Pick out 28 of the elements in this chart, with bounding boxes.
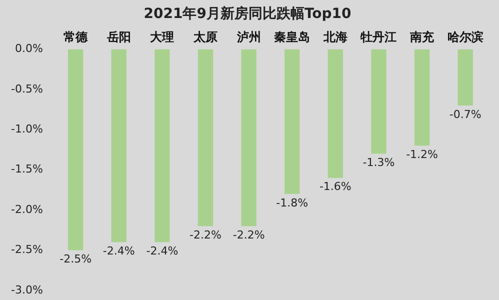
y-tick-label: -3.0% — [10, 283, 43, 296]
x-tick-label: 北海 — [322, 30, 348, 44]
y-tick-label: -2.5% — [10, 243, 43, 256]
data-label: -1.6% — [319, 180, 352, 194]
data-label: -1.2% — [406, 148, 438, 162]
x-tick-label: 岳阳 — [106, 30, 131, 44]
data-label: -1.3% — [362, 156, 395, 170]
y-tick-label: -1.0% — [10, 122, 43, 136]
x-tick-label: 南充 — [409, 30, 436, 44]
data-label: -2.4% — [146, 244, 178, 258]
data-label: -2.2% — [232, 228, 265, 242]
x-tick-label: 秦皇岛 — [274, 30, 310, 44]
y-tick-label: -0.5% — [10, 82, 43, 96]
data-label: -2.2% — [190, 228, 222, 242]
x-tick-label: 牡丹江 — [360, 30, 397, 44]
y-tick-label: 0.0% — [14, 42, 43, 56]
x-tick-label: 常德 — [64, 30, 89, 44]
y-tick-label: -1.5% — [10, 162, 43, 176]
x-tick-label: 哈尔滨 — [447, 30, 484, 44]
y-tick-label: -2.0% — [10, 202, 43, 216]
x-tick-label: 太原 — [192, 30, 218, 44]
data-label: -0.7% — [449, 108, 482, 121]
x-tick-label: 泸州 — [236, 30, 261, 44]
data-label: -2.4% — [102, 244, 135, 258]
x-tick-label: 大理 — [150, 30, 174, 44]
data-label: -2.5% — [60, 252, 92, 266]
chart-title: 2021年9月新房同比跌幅Top10 — [144, 5, 352, 22]
data-label: -1.8% — [276, 196, 308, 210]
